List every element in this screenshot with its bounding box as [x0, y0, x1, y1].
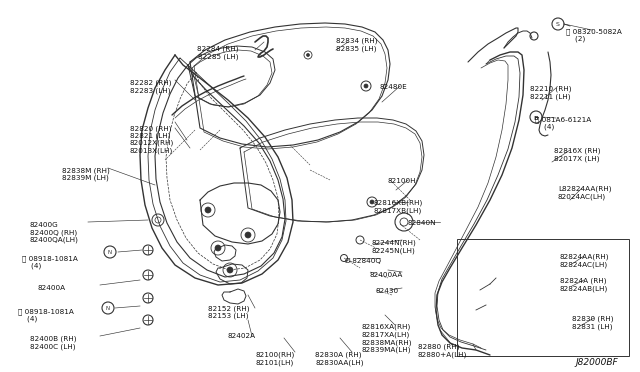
Text: Ø-82840Q: Ø-82840Q [345, 258, 382, 264]
Text: L82824AA(RH)
82024AC(LH): L82824AA(RH) 82024AC(LH) [558, 186, 611, 200]
Text: 82880 (RH)
82880+A(LH): 82880 (RH) 82880+A(LH) [418, 344, 467, 358]
Text: 82830A (RH)
82830AA(LH): 82830A (RH) 82830AA(LH) [315, 352, 364, 366]
Circle shape [215, 245, 221, 251]
Text: Ⓜ 08320-5082A
    (2): Ⓜ 08320-5082A (2) [566, 28, 622, 42]
Text: ⓝ 08918-1081A
    (4): ⓝ 08918-1081A (4) [18, 308, 74, 322]
Text: 82400G
82400Q (RH)
82400QA(LH): 82400G 82400Q (RH) 82400QA(LH) [30, 222, 79, 243]
Text: 82430: 82430 [376, 288, 399, 294]
Text: 82816XB(RH)
82817XB(LH): 82816XB(RH) 82817XB(LH) [374, 200, 423, 214]
Text: N: N [108, 250, 112, 255]
Circle shape [307, 54, 310, 57]
Text: 82480E: 82480E [380, 84, 408, 90]
Text: 82816X (RH)
82017X (LH): 82816X (RH) 82017X (LH) [554, 148, 600, 162]
Text: 82830 (RH)
82831 (LH): 82830 (RH) 82831 (LH) [572, 316, 614, 330]
Text: 82824A (RH)
82824AB(LH): 82824A (RH) 82824AB(LH) [560, 278, 608, 292]
Text: 82820 (RH)
82821 (LH)
82012X(RH)
82013X(LH): 82820 (RH) 82821 (LH) 82012X(RH) 82013X(… [130, 125, 174, 154]
Text: 82400A: 82400A [38, 285, 66, 291]
Circle shape [370, 200, 374, 204]
Text: 82210 (RH)
82211 (LH): 82210 (RH) 82211 (LH) [530, 86, 572, 100]
Text: Ⓑ 081A6-6121A
    (4): Ⓑ 081A6-6121A (4) [535, 116, 591, 130]
Text: 82402A: 82402A [228, 333, 256, 339]
Circle shape [227, 267, 233, 273]
Circle shape [364, 84, 368, 88]
Text: 82284 (RH)
82285 (LH): 82284 (RH) 82285 (LH) [197, 46, 239, 60]
Text: 82152 (RH)
82153 (LH): 82152 (RH) 82153 (LH) [208, 305, 250, 319]
Text: J82000BF: J82000BF [575, 358, 618, 367]
Text: 82816XA(RH)
82817XA(LH)
82838MA(RH)
82839MA(LH): 82816XA(RH) 82817XA(LH) 82838MA(RH) 8283… [362, 324, 413, 353]
Text: 82824AA(RH)
82824AC(LH): 82824AA(RH) 82824AC(LH) [560, 254, 609, 268]
Text: 82100H: 82100H [388, 178, 417, 184]
Text: 82244N(RH)
82245N(LH): 82244N(RH) 82245N(LH) [372, 240, 417, 254]
Circle shape [245, 232, 251, 238]
FancyBboxPatch shape [457, 239, 629, 356]
Text: ⓝ 08918-1081A
    (4): ⓝ 08918-1081A (4) [22, 255, 78, 269]
Text: B: B [534, 115, 538, 121]
Text: S: S [556, 22, 560, 28]
Text: 82400B (RH)
82400C (LH): 82400B (RH) 82400C (LH) [30, 336, 77, 350]
Text: 82834 (RH)
82835 (LH): 82834 (RH) 82835 (LH) [336, 38, 378, 52]
Text: 82400AA: 82400AA [370, 272, 403, 278]
Text: 82838M (RH)
82839M (LH): 82838M (RH) 82839M (LH) [62, 167, 109, 181]
Text: 82282 (RH)
82283 (LH): 82282 (RH) 82283 (LH) [130, 80, 172, 94]
Circle shape [205, 207, 211, 213]
Text: 82840N: 82840N [408, 220, 436, 226]
Text: 82100(RH)
82101(LH): 82100(RH) 82101(LH) [255, 352, 294, 366]
Text: N: N [106, 306, 110, 311]
